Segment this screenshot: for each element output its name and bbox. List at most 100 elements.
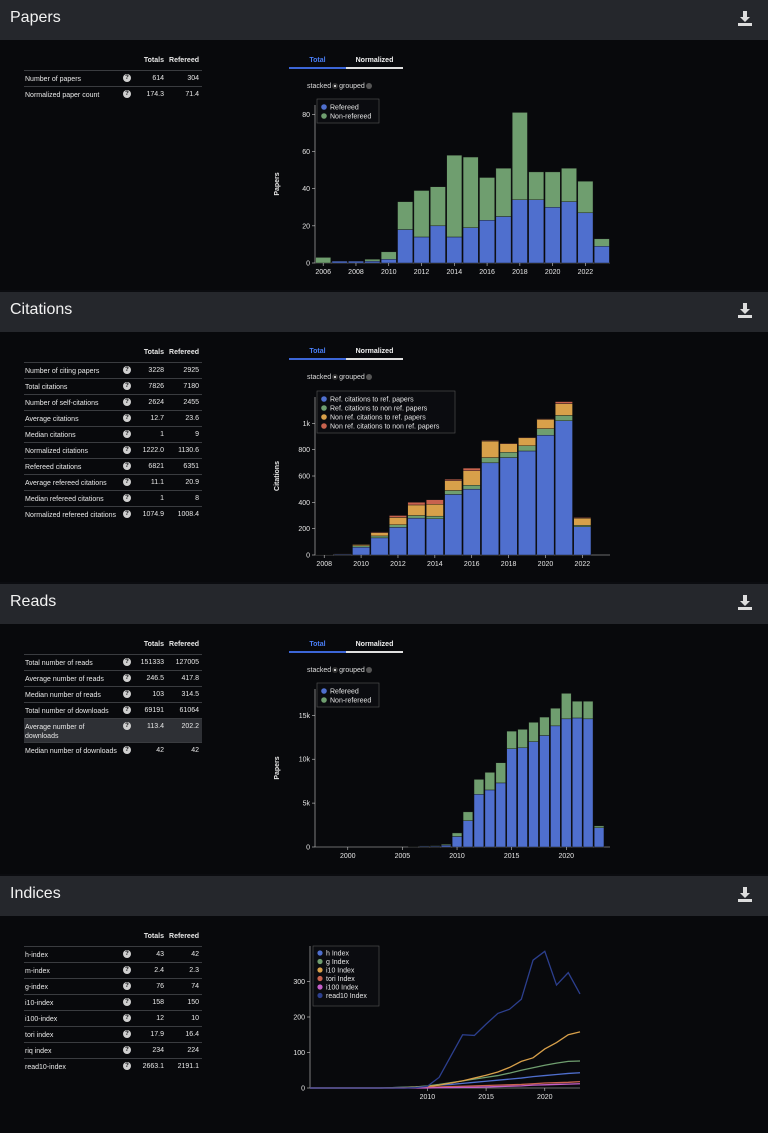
- bar-non-ref-citations-to-non-ref-papers[interactable]: [518, 436, 536, 439]
- bar-ref-citations-to-non-ref-papers[interactable]: [481, 457, 499, 464]
- bar-refereed[interactable]: [517, 747, 528, 848]
- help-icon[interactable]: ?: [123, 1014, 131, 1022]
- bar-non-refereed[interactable]: [594, 238, 610, 247]
- download-icon[interactable]: [737, 886, 753, 903]
- bar-refereed[interactable]: [561, 201, 577, 264]
- help-icon[interactable]: ?: [123, 706, 131, 714]
- bar-refereed[interactable]: [430, 225, 446, 264]
- bar-non-refereed[interactable]: [539, 716, 550, 736]
- download-icon[interactable]: [737, 302, 753, 319]
- tab-total[interactable]: Total: [289, 348, 346, 360]
- bar-non-refereed[interactable]: [484, 772, 495, 791]
- bar-refereed[interactable]: [397, 229, 413, 264]
- bar-non-refereed[interactable]: [528, 171, 545, 201]
- bar-non-ref-citations-to-non-ref-papers[interactable]: [370, 531, 389, 533]
- bar-ref-citations-to-ref-papers[interactable]: [481, 462, 499, 556]
- help-icon[interactable]: ?: [123, 366, 131, 374]
- bar-non-ref-citations-to-non-ref-papers[interactable]: [481, 440, 499, 442]
- bar-non-refereed[interactable]: [473, 779, 484, 795]
- bar-ref-citations-to-non-ref-papers[interactable]: [444, 490, 463, 495]
- stacked-radio[interactable]: [332, 374, 339, 381]
- bar-non-ref-citations-to-ref-papers[interactable]: [518, 437, 536, 446]
- help-icon[interactable]: ?: [123, 950, 131, 958]
- download-icon[interactable]: [737, 594, 753, 611]
- bar-ref-citations-to-ref-papers[interactable]: [444, 494, 463, 556]
- bar-ref-citations-to-ref-papers[interactable]: [352, 546, 370, 556]
- bar-non-refereed[interactable]: [550, 708, 561, 727]
- line-read10-index[interactable]: [310, 950, 581, 1089]
- bar-refereed[interactable]: [473, 794, 484, 848]
- bar-refereed[interactable]: [512, 199, 528, 264]
- bar-refereed[interactable]: [495, 782, 506, 848]
- bar-non-refereed[interactable]: [561, 167, 577, 202]
- bar-non-refereed[interactable]: [544, 171, 561, 208]
- bar-refereed[interactable]: [331, 260, 348, 264]
- bar-refereed[interactable]: [583, 718, 594, 848]
- bar-refereed[interactable]: [413, 236, 430, 264]
- bar-non-refereed[interactable]: [577, 181, 594, 214]
- bar-non-ref-citations-to-ref-papers[interactable]: [462, 470, 481, 486]
- bar-ref-citations-to-non-ref-papers[interactable]: [536, 428, 555, 436]
- bar-non-ref-citations-to-non-ref-papers[interactable]: [555, 401, 573, 404]
- bar-ref-citations-to-ref-papers[interactable]: [518, 450, 536, 556]
- tab-normalized[interactable]: Normalized: [346, 641, 403, 653]
- grouped-radio[interactable]: [365, 83, 372, 90]
- help-icon[interactable]: ?: [123, 1062, 131, 1070]
- bar-non-refereed[interactable]: [479, 177, 495, 221]
- bar-non-ref-citations-to-ref-papers[interactable]: [499, 443, 518, 453]
- bar-non-refereed[interactable]: [583, 701, 594, 720]
- bar-non-refereed[interactable]: [495, 762, 506, 784]
- stacked-radio[interactable]: [332, 667, 339, 674]
- bar-non-ref-citations-to-ref-papers[interactable]: [426, 504, 444, 517]
- stacked-radio[interactable]: [332, 83, 339, 90]
- bar-non-refereed[interactable]: [561, 693, 572, 720]
- bar-non-refereed[interactable]: [594, 825, 605, 828]
- help-icon[interactable]: ?: [123, 398, 131, 406]
- bar-ref-citations-to-non-ref-papers[interactable]: [370, 535, 389, 539]
- help-icon[interactable]: ?: [123, 1030, 131, 1038]
- help-icon[interactable]: ?: [123, 690, 131, 698]
- bar-refereed[interactable]: [380, 259, 397, 264]
- bar-refereed[interactable]: [577, 212, 594, 264]
- help-icon[interactable]: ?: [123, 90, 131, 98]
- bar-non-ref-citations-to-ref-papers[interactable]: [389, 517, 407, 525]
- bar-ref-citations-to-ref-papers[interactable]: [573, 526, 592, 556]
- bar-refereed[interactable]: [364, 260, 381, 264]
- help-icon[interactable]: ?: [123, 430, 131, 438]
- bar-non-ref-citations-to-non-ref-papers[interactable]: [389, 515, 407, 518]
- bar-ref-citations-to-non-ref-papers[interactable]: [555, 415, 573, 421]
- tab-normalized[interactable]: Normalized: [346, 57, 403, 69]
- bar-refereed[interactable]: [544, 207, 561, 264]
- bar-ref-citations-to-ref-papers[interactable]: [462, 488, 481, 556]
- tab-total[interactable]: Total: [289, 57, 346, 69]
- bar-refereed[interactable]: [462, 227, 479, 264]
- bar-non-refereed[interactable]: [397, 201, 413, 230]
- bar-non-refereed[interactable]: [462, 156, 479, 228]
- help-icon[interactable]: ?: [123, 462, 131, 470]
- grouped-radio[interactable]: [365, 667, 372, 674]
- bar-ref-citations-to-ref-papers[interactable]: [389, 527, 407, 556]
- bar-ref-citations-to-non-ref-papers[interactable]: [426, 515, 444, 519]
- bar-ref-citations-to-ref-papers[interactable]: [555, 420, 573, 556]
- help-icon[interactable]: ?: [123, 414, 131, 422]
- bar-refereed[interactable]: [506, 748, 517, 848]
- help-icon[interactable]: ?: [123, 1046, 131, 1054]
- bar-refereed[interactable]: [441, 845, 452, 848]
- bar-non-refereed[interactable]: [517, 729, 528, 749]
- bar-refereed[interactable]: [572, 717, 583, 848]
- bar-non-refereed[interactable]: [430, 845, 441, 847]
- bar-non-ref-citations-to-ref-papers[interactable]: [555, 403, 573, 416]
- help-icon[interactable]: ?: [123, 966, 131, 974]
- help-icon[interactable]: ?: [123, 982, 131, 990]
- bar-ref-citations-to-non-ref-papers[interactable]: [407, 515, 426, 519]
- bar-ref-citations-to-ref-papers[interactable]: [536, 434, 555, 556]
- bar-non-ref-citations-to-non-ref-papers[interactable]: [426, 499, 444, 505]
- bar-non-refereed[interactable]: [451, 832, 463, 837]
- bar-non-ref-citations-to-ref-papers[interactable]: [573, 517, 592, 526]
- bar-non-ref-citations-to-ref-papers[interactable]: [444, 480, 463, 491]
- help-icon[interactable]: ?: [123, 510, 131, 518]
- bar-non-refereed[interactable]: [506, 730, 517, 749]
- bar-non-refereed[interactable]: [380, 251, 397, 260]
- bar-ref-citations-to-non-ref-papers[interactable]: [462, 485, 481, 490]
- bar-non-refereed[interactable]: [413, 190, 430, 238]
